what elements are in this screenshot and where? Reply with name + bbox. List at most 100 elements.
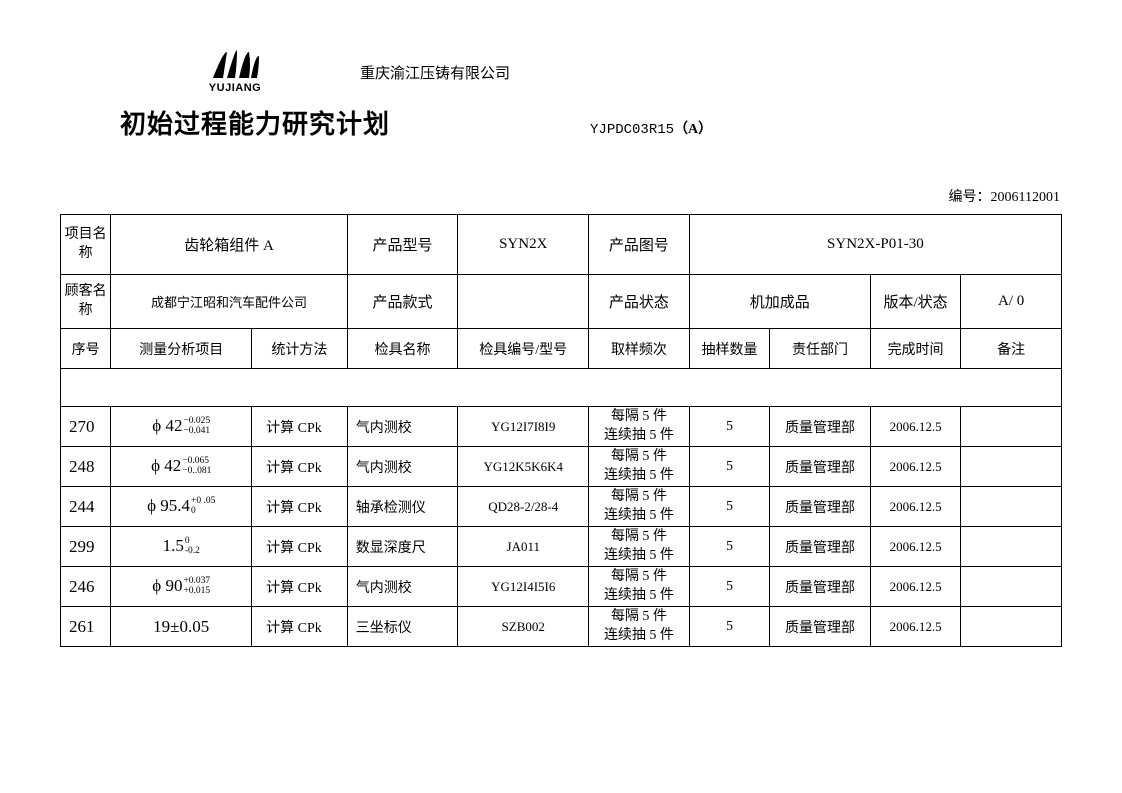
style-label: 产品款式 [347,275,458,329]
cell-date: 2006.12.5 [870,407,961,447]
col-date: 完成时间 [870,329,961,369]
cell-stat: 计算 CPk [252,567,348,607]
cell-code: YG12K5K6K4 [458,447,589,487]
plan-table: 项目名称 齿轮箱组件 A 产品型号 SYN2X 产品图号 SYN2X-P01-3… [60,214,1062,647]
cell-date: 2006.12.5 [870,607,961,647]
blank-cell [61,369,1062,407]
model-label: 产品型号 [347,215,458,275]
serial-label: 编号： [949,190,991,205]
blank-row [61,369,1062,407]
company-name: 重庆渝江压铸有限公司 [360,62,510,83]
cell-tool: 气内测校 [347,567,458,607]
col-measure: 测量分析项目 [111,329,252,369]
cell-qty: 5 [689,447,769,487]
cell-freq: 每隔 5 件连续抽 5 件 [589,607,690,647]
serial-number: 编号：2006112001 [60,186,1062,206]
col-note: 备注 [961,329,1062,369]
col-freq: 取样频次 [589,329,690,369]
cell-tool: 气内测校 [347,407,458,447]
project-value: 齿轮箱组件 A [111,215,347,275]
cell-measure: ϕ 90+0.037+0.015 [111,567,252,607]
cell-qty: 5 [689,407,769,447]
table-row: 26119±0.05计算 CPk三坐标仪SZB002每隔 5 件连续抽 5 件5… [61,607,1062,647]
cell-qty: 5 [689,567,769,607]
cell-code: JA011 [458,527,589,567]
company-logo: YUJIANG [190,50,280,94]
cell-date: 2006.12.5 [870,527,961,567]
cell-code: SZB002 [458,607,589,647]
customer-label: 顾客名称 [61,275,111,329]
cell-dept: 质量管理部 [770,527,871,567]
cell-seq: 299 [61,527,111,567]
col-seq: 序号 [61,329,111,369]
cell-qty: 5 [689,607,769,647]
cell-note [961,607,1062,647]
cell-date: 2006.12.5 [870,487,961,527]
model-value: SYN2X [458,215,589,275]
cell-dept: 质量管理部 [770,607,871,647]
cell-freq: 每隔 5 件连续抽 5 件 [589,407,690,447]
info-row-2: 顾客名称 成都宁江昭和汽车配件公司 产品款式 产品状态 机加成品 版本/状态 A… [61,275,1062,329]
state-value: 机加成品 [689,275,870,329]
cell-seq: 248 [61,447,111,487]
col-tool: 检具名称 [347,329,458,369]
table-row: 270ϕ 42−0.025−0.041计算 CPk气内测校YG12I7I8I9每… [61,407,1062,447]
page: YUJIANG 重庆渝江压铸有限公司 初始过程能力研究计划 YJPDC03R15… [0,0,1122,647]
cell-seq: 244 [61,487,111,527]
customer-value: 成都宁江昭和汽车配件公司 [111,275,347,329]
ver-label: 版本/状态 [870,275,961,329]
cell-seq: 261 [61,607,111,647]
cell-qty: 5 [689,527,769,567]
doc-code-bold: （A） [674,122,712,137]
cell-qty: 5 [689,487,769,527]
cell-note [961,567,1062,607]
ver-value: A/ 0 [961,275,1062,329]
cell-note [961,407,1062,447]
table-row: 246ϕ 90+0.037+0.015计算 CPk气内测校YG12I4I5I6每… [61,567,1062,607]
style-value [458,275,589,329]
cell-code: YG12I4I5I6 [458,567,589,607]
cell-measure: ϕ 42−0.065−0..081 [111,447,252,487]
cell-seq: 270 [61,407,111,447]
col-code: 检具编号/型号 [458,329,589,369]
cell-dept: 质量管理部 [770,567,871,607]
table-row: 244ϕ 95.4+0 .050计算 CPk轴承检测仪QD28-2/28-4每隔… [61,487,1062,527]
cell-stat: 计算 CPk [252,407,348,447]
cell-stat: 计算 CPk [252,447,348,487]
table-row: 248ϕ 42−0.065−0..081计算 CPk气内测校YG12K5K6K4… [61,447,1062,487]
logo-icon [205,50,265,80]
info-row-1: 项目名称 齿轮箱组件 A 产品型号 SYN2X 产品图号 SYN2X-P01-3… [61,215,1062,275]
cell-note [961,447,1062,487]
cell-stat: 计算 CPk [252,487,348,527]
cell-dept: 质量管理部 [770,447,871,487]
column-header-row: 序号 测量分析项目 统计方法 检具名称 检具编号/型号 取样频次 抽样数量 责任… [61,329,1062,369]
project-label: 项目名称 [61,215,111,275]
doc-code: YJPDC03R15（A） [590,118,712,138]
table-row: 2991.50-0.2计算 CPk数显深度尺JA011每隔 5 件连续抽 5 件… [61,527,1062,567]
cell-dept: 质量管理部 [770,407,871,447]
cell-note [961,487,1062,527]
cell-seq: 246 [61,567,111,607]
cell-freq: 每隔 5 件连续抽 5 件 [589,527,690,567]
page-title: 初始过程能力研究计划 [120,104,390,141]
cell-date: 2006.12.5 [870,447,961,487]
cell-measure: 1.50-0.2 [111,527,252,567]
cell-measure: ϕ 42−0.025−0.041 [111,407,252,447]
cell-code: QD28-2/28-4 [458,487,589,527]
cell-dept: 质量管理部 [770,487,871,527]
cell-tool: 轴承检测仪 [347,487,458,527]
cell-tool: 数显深度尺 [347,527,458,567]
col-qty: 抽样数量 [689,329,769,369]
cell-freq: 每隔 5 件连续抽 5 件 [589,487,690,527]
serial-value: 2006112001 [991,190,1060,205]
cell-stat: 计算 CPk [252,527,348,567]
cell-tool: 三坐标仪 [347,607,458,647]
state-label: 产品状态 [589,275,690,329]
cell-code: YG12I7I8I9 [458,407,589,447]
doc-code-prefix: YJPDC03R15 [590,122,674,138]
cell-stat: 计算 CPk [252,607,348,647]
header-row: YUJIANG 重庆渝江压铸有限公司 [60,50,1062,94]
drawing-value: SYN2X-P01-30 [689,215,1061,275]
cell-note [961,527,1062,567]
cell-measure: ϕ 95.4+0 .050 [111,487,252,527]
